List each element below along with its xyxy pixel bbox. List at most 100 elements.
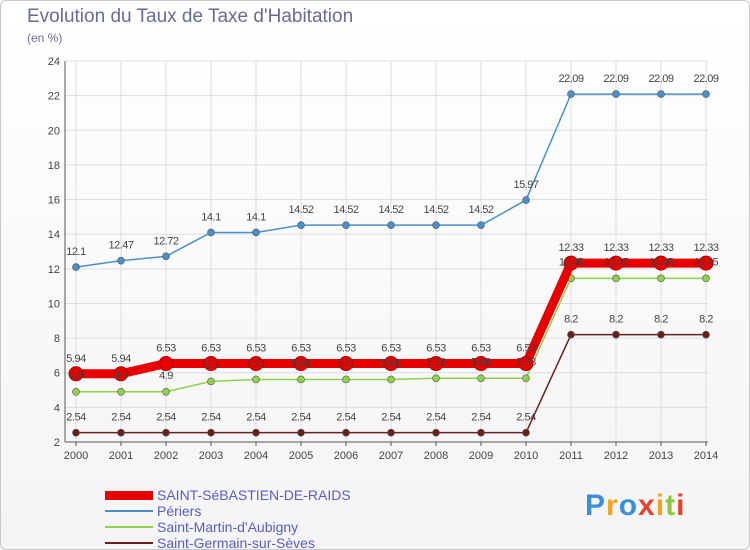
series-2-point-2014 bbox=[702, 274, 710, 283]
series-2-point-2004 bbox=[252, 375, 260, 384]
series-3-point-2007 bbox=[387, 428, 395, 437]
series-2-point-2006 bbox=[342, 375, 350, 384]
series-3-label-2005: 2.54 bbox=[291, 412, 311, 424]
series-3-label-2007: 2.54 bbox=[381, 412, 401, 424]
series-0-point-2002 bbox=[158, 356, 174, 372]
series-1-point-2001 bbox=[117, 256, 125, 265]
series-1-label-2004: 14.1 bbox=[246, 211, 266, 223]
series-1-point-2013 bbox=[657, 90, 665, 98]
y-tick-label-14: 14 bbox=[48, 229, 60, 241]
series-2-point-2005 bbox=[297, 375, 305, 384]
series-3-label-2001: 2.54 bbox=[111, 412, 131, 424]
series-1-point-2014 bbox=[702, 90, 710, 98]
series-2-point-2010 bbox=[522, 374, 530, 383]
series-1-label-2007: 14.52 bbox=[378, 204, 403, 216]
series-3-label-2012: 8.2 bbox=[609, 314, 623, 326]
series-3-label-2000: 2.54 bbox=[66, 412, 86, 424]
x-tick-label-2001: 2001 bbox=[109, 450, 133, 462]
x-tick-label-2011: 2011 bbox=[559, 450, 583, 462]
y-tick-label-2: 2 bbox=[54, 437, 60, 449]
series-2-label-2012: 11.45 bbox=[604, 256, 629, 268]
legend-item-3: Saint-Germain-sur-Sèves bbox=[105, 535, 351, 549]
series-3-label-2010: 2.54 bbox=[516, 412, 536, 424]
series-2-point-2007 bbox=[387, 375, 395, 384]
series-0-point-2007 bbox=[383, 356, 399, 372]
x-tick-label-2014: 2014 bbox=[694, 450, 718, 462]
series-2-label-2001: 4.9 bbox=[114, 370, 128, 382]
series-3-point-2000 bbox=[72, 428, 80, 437]
series-2-label-2008: 5.68 bbox=[426, 356, 446, 368]
series-0-point-2013 bbox=[653, 255, 669, 271]
series-1-point-2007 bbox=[387, 221, 395, 229]
x-tick-label-2003: 2003 bbox=[199, 450, 223, 462]
legend-item-1: Périers bbox=[105, 503, 351, 519]
series-2-label-2014: 11.45 bbox=[694, 256, 719, 268]
series-3-point-2005 bbox=[297, 428, 305, 437]
series-3-label-2013: 8.2 bbox=[654, 314, 668, 326]
series-0-label-2013: 12.33 bbox=[648, 242, 673, 254]
series-3-label-2003: 2.54 bbox=[201, 412, 221, 424]
series-3-point-2012 bbox=[612, 330, 620, 339]
series-3-point-2014 bbox=[702, 330, 710, 339]
series-3-label-2014: 8.2 bbox=[699, 314, 713, 326]
x-tick-label-2012: 2012 bbox=[604, 450, 628, 462]
series-1-label-2011: 22.09 bbox=[558, 73, 583, 85]
series-1-label-2001: 12.47 bbox=[108, 240, 133, 252]
chart-title: Evolution du Taux de Taxe d'Habitation bbox=[27, 6, 354, 27]
series-1-point-2012 bbox=[612, 90, 620, 98]
legend-swatch-3 bbox=[105, 542, 153, 544]
series-2-label-2007: 5.61 bbox=[381, 357, 401, 369]
series-3-label-2006: 2.54 bbox=[336, 412, 356, 424]
series-0-point-2012 bbox=[608, 255, 624, 271]
series-0-label-2003: 6.53 bbox=[201, 343, 221, 355]
series-2-label-2000: 4.9 bbox=[69, 370, 83, 382]
legend-swatch-0 bbox=[105, 490, 153, 500]
y-tick-label-18: 18 bbox=[48, 160, 60, 172]
series-3-label-2011: 8.2 bbox=[564, 314, 578, 326]
series-2-point-2000 bbox=[72, 387, 80, 396]
series-3-label-2009: 2.54 bbox=[471, 412, 491, 424]
y-tick-label-22: 22 bbox=[48, 91, 60, 103]
legend-item-2: Saint-Martin-d'Aubigny bbox=[105, 519, 351, 535]
series-0-label-2004: 6.53 bbox=[246, 343, 266, 355]
x-tick-label-2013: 2013 bbox=[649, 450, 673, 462]
series-2-point-2013 bbox=[657, 274, 665, 283]
series-2-label-2004: 5.61 bbox=[246, 357, 266, 369]
series-0-label-2011: 12.33 bbox=[558, 242, 583, 254]
series-3-point-2004 bbox=[252, 428, 260, 437]
series-1-point-2010 bbox=[522, 196, 530, 204]
series-2-label-2009: 5.68 bbox=[471, 356, 491, 368]
series-1-label-2005: 14.52 bbox=[288, 204, 313, 216]
legend-label-2: Saint-Martin-d'Aubigny bbox=[157, 519, 299, 535]
series-2-label-2013: 11.45 bbox=[649, 256, 674, 268]
series-3-point-2013 bbox=[657, 330, 665, 339]
series-0-label-2006: 6.53 bbox=[336, 343, 356, 355]
series-0-label-2010: 6.53 bbox=[516, 343, 536, 355]
series-3-label-2008: 2.54 bbox=[426, 412, 446, 424]
series-0-point-2009 bbox=[473, 356, 489, 372]
x-tick-label-2008: 2008 bbox=[424, 450, 448, 462]
series-1-label-2008: 14.52 bbox=[423, 204, 448, 216]
series-2-point-2012 bbox=[612, 274, 620, 283]
y-tick-label-24: 24 bbox=[48, 56, 60, 68]
series-0-point-2001 bbox=[113, 366, 129, 382]
series-0-point-2011 bbox=[563, 255, 579, 271]
series-3-point-2010 bbox=[522, 428, 530, 437]
series-0-point-2004 bbox=[248, 356, 264, 372]
series-2-label-2003: 5.5 bbox=[204, 359, 218, 371]
y-tick-label-10: 10 bbox=[48, 298, 60, 310]
series-2-point-2008 bbox=[432, 374, 440, 383]
y-tick-label-8: 8 bbox=[54, 333, 60, 345]
series-0-point-2003 bbox=[203, 356, 219, 372]
series-1-point-2003 bbox=[207, 228, 215, 237]
series-1-point-2005 bbox=[297, 221, 305, 229]
x-tick-label-2010: 2010 bbox=[514, 450, 538, 462]
series-1-label-2014: 22.09 bbox=[693, 73, 718, 85]
legend-label-1: Périers bbox=[157, 503, 202, 519]
series-1-label-2010: 15.97 bbox=[513, 179, 538, 191]
legend: SAINT-SéBASTIEN-DE-RAIDS Périers Saint-Mar… bbox=[105, 487, 351, 549]
series-2-point-2009 bbox=[477, 374, 485, 383]
y-tick-label-16: 16 bbox=[48, 195, 60, 207]
series-3-point-2011 bbox=[567, 330, 575, 339]
series-3-point-2002 bbox=[162, 428, 170, 437]
